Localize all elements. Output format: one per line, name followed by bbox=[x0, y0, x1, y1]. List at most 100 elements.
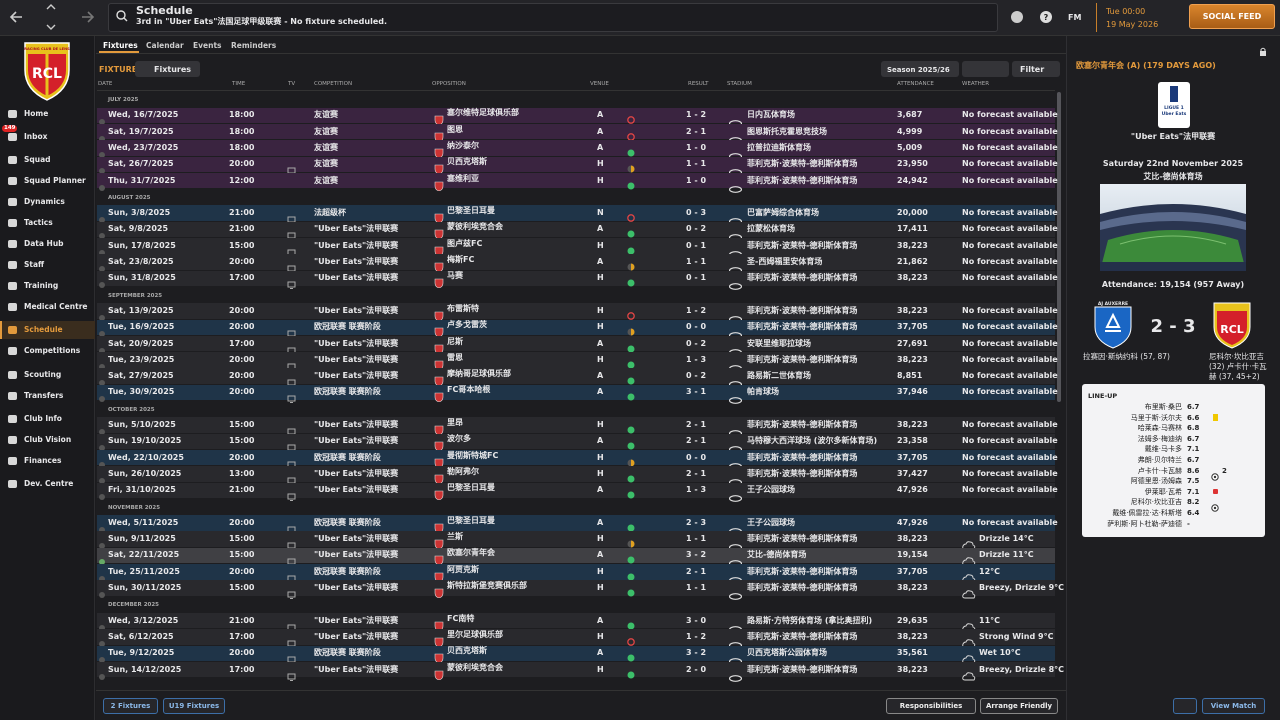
menu-item[interactable]: Schedule bbox=[24, 325, 63, 334]
column-header[interactable]: DATE bbox=[98, 81, 113, 87]
row-status bbox=[98, 649, 106, 668]
responsibilities[interactable] bbox=[886, 698, 976, 714]
fixture-row[interactable] bbox=[97, 140, 1055, 156]
menu-item[interactable]: Dev. Centre bbox=[24, 479, 74, 488]
divider bbox=[1096, 3, 1097, 32]
nav-arrows[interactable] bbox=[0, 0, 130, 36]
fixture-row[interactable] bbox=[97, 303, 1055, 319]
fixture-row[interactable] bbox=[97, 433, 1055, 450]
column-header[interactable]: TIME bbox=[232, 81, 246, 87]
fixtures-button[interactable] bbox=[103, 698, 158, 714]
view-match-button[interactable] bbox=[1202, 698, 1265, 714]
fixture-row[interactable] bbox=[97, 352, 1055, 368]
column-header[interactable]: COMPETITION bbox=[314, 81, 353, 87]
column-header[interactable]: WEATHER bbox=[962, 81, 990, 87]
weather: No forecast available bbox=[962, 420, 1058, 429]
season-selector[interactable] bbox=[881, 61, 959, 77]
menu-item[interactable]: Tactics bbox=[24, 218, 53, 227]
menu-item[interactable]: Transfers bbox=[24, 391, 64, 400]
fixture-row[interactable] bbox=[97, 270, 1055, 287]
outcome bbox=[626, 387, 636, 406]
fixture-row[interactable] bbox=[97, 645, 1055, 661]
date: Sat, 26/7/2025 bbox=[108, 159, 174, 169]
fixture-row[interactable] bbox=[97, 107, 1055, 124]
attendance: 38,223 bbox=[897, 534, 928, 544]
menu-item[interactable]: Dynamics bbox=[24, 197, 65, 206]
attendance: 8,851 bbox=[897, 371, 923, 381]
fixture-row[interactable] bbox=[97, 612, 1055, 629]
fixtures-dropdown[interactable] bbox=[135, 61, 200, 77]
competition: "Uber Eats"法甲联赛 bbox=[314, 485, 399, 495]
tab[interactable]: Events bbox=[193, 41, 222, 50]
tab[interactable]: Fixtures bbox=[103, 41, 138, 50]
weather-icon bbox=[962, 666, 976, 685]
date: Tue, 25/11/2025 bbox=[108, 566, 180, 576]
result: 1 - 1 bbox=[685, 583, 707, 592]
column-header[interactable]: STADIUM bbox=[727, 81, 752, 87]
fixture-row[interactable] bbox=[97, 172, 1055, 189]
fixture-row[interactable] bbox=[97, 466, 1055, 482]
column-header[interactable]: RESULT bbox=[688, 81, 709, 87]
fixture-row[interactable] bbox=[97, 564, 1055, 580]
fixture-row[interactable] bbox=[97, 368, 1055, 384]
fixture-row[interactable] bbox=[97, 205, 1055, 221]
column-header[interactable]: ATTENDANCE bbox=[897, 81, 934, 87]
fixture-row[interactable] bbox=[97, 221, 1055, 238]
fixture-row[interactable] bbox=[97, 384, 1055, 401]
fixture-row[interactable] bbox=[97, 417, 1055, 433]
menu-item[interactable]: Medical Centre bbox=[24, 302, 88, 311]
fixture-row[interactable] bbox=[97, 547, 1055, 564]
column-header[interactable]: OPPOSITION bbox=[432, 81, 466, 87]
fixture-row[interactable] bbox=[97, 254, 1055, 270]
fixture-row[interactable] bbox=[97, 482, 1055, 498]
menu-item[interactable]: Scouting bbox=[24, 370, 62, 379]
fixture-row[interactable] bbox=[97, 629, 1055, 645]
venue: H bbox=[597, 420, 604, 429]
fixture-row[interactable] bbox=[97, 156, 1055, 172]
menu-item[interactable]: Staff bbox=[24, 260, 45, 269]
club-icon bbox=[434, 583, 444, 602]
tab[interactable]: Reminders bbox=[231, 41, 277, 50]
competition: "Uber Eats"法甲联赛 bbox=[314, 257, 399, 266]
result: 3 - 0 bbox=[685, 615, 707, 625]
arrange-friendly[interactable] bbox=[980, 698, 1058, 714]
social-feed-button[interactable] bbox=[1189, 4, 1275, 29]
fixture-row[interactable] bbox=[97, 238, 1055, 254]
menu-item[interactable]: Club Vision bbox=[24, 435, 72, 444]
column-header[interactable]: TV bbox=[288, 81, 296, 87]
filter-button[interactable] bbox=[1012, 61, 1060, 77]
menu-item[interactable]: Club Info bbox=[24, 414, 62, 423]
season-arrows[interactable] bbox=[962, 61, 1009, 77]
menu-item[interactable]: Competitions bbox=[24, 346, 81, 355]
menu-item[interactable]: Home bbox=[24, 109, 49, 118]
tab[interactable]: Calendar bbox=[146, 41, 184, 50]
menu-item[interactable]: Inbox bbox=[24, 132, 48, 141]
stadium: 王子公园球场 bbox=[747, 517, 795, 527]
fixture-row[interactable] bbox=[97, 531, 1055, 547]
fixture-row[interactable] bbox=[97, 580, 1055, 596]
menu-item[interactable]: Finances bbox=[24, 456, 62, 465]
fixture-row[interactable] bbox=[97, 661, 1055, 678]
weather: No forecast available bbox=[962, 371, 1058, 381]
opposition: 巴黎圣日耳曼 bbox=[447, 483, 495, 493]
row-status bbox=[98, 144, 106, 163]
menu-item[interactable]: Data Hub bbox=[24, 239, 64, 248]
goal-icon bbox=[1211, 497, 1219, 516]
opposition: 卢多戈雷茨 bbox=[447, 320, 487, 330]
fixture-row[interactable] bbox=[97, 515, 1055, 531]
time: 20:00 bbox=[229, 354, 255, 364]
u19-button[interactable] bbox=[163, 698, 225, 714]
menu-item[interactable]: Squad bbox=[24, 155, 51, 164]
time: 17:00 bbox=[229, 273, 255, 283]
menu-item[interactable]: Training bbox=[24, 281, 59, 290]
fixture-row[interactable] bbox=[97, 335, 1055, 352]
top-icons[interactable]: ? bbox=[1008, 8, 1058, 28]
fixture-row[interactable] bbox=[97, 449, 1055, 466]
menu-item[interactable]: Squad Planner bbox=[24, 176, 86, 185]
scrollbar[interactable] bbox=[1057, 92, 1061, 402]
fixture-row[interactable] bbox=[97, 123, 1055, 140]
home-scorers: 拉赛因·斯纳约科 (57, 87) bbox=[1083, 352, 1170, 361]
next-button[interactable] bbox=[1173, 698, 1197, 714]
fixture-row[interactable] bbox=[97, 319, 1055, 335]
column-header[interactable]: VENUE bbox=[590, 81, 609, 87]
